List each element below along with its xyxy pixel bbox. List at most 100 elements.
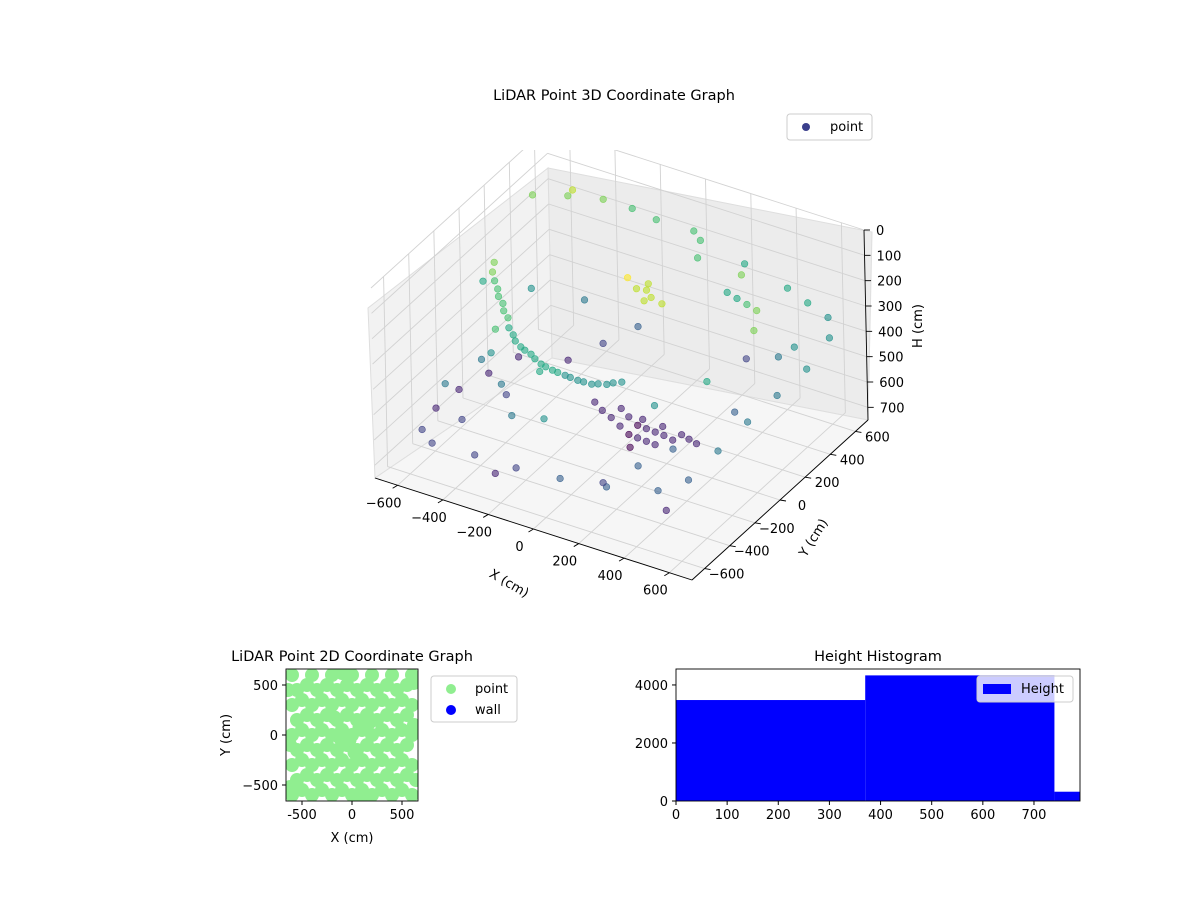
z-tick-label-3d: 600 <box>879 376 904 391</box>
point-3d <box>497 380 506 388</box>
legend-histogram: Height <box>976 675 1074 703</box>
chart-3d-title: LiDAR Point 3D Coordinate Graph <box>493 88 735 104</box>
z-tick-label-3d: 100 <box>877 249 902 264</box>
point-2d <box>355 790 369 801</box>
histogram-bars <box>676 675 1080 801</box>
x-tick-label-3d: 600 <box>643 584 668 599</box>
x-tick-label-hist: 600 <box>970 808 995 823</box>
point-3d <box>731 408 739 416</box>
point-3d <box>640 297 648 305</box>
point-3d <box>580 296 589 304</box>
x-tick-label-2d: -500 <box>287 808 317 823</box>
x-tick-label-hist: 0 <box>672 808 680 823</box>
z-axis-label-3d: H (cm) <box>911 304 926 348</box>
grid-line <box>374 305 552 466</box>
legend-label-point: point <box>475 682 508 697</box>
point-3d <box>598 406 606 415</box>
point-3d <box>804 299 812 307</box>
point-3d <box>669 445 677 453</box>
point-2d <box>332 730 347 745</box>
point-3d <box>514 353 523 361</box>
y-tick-3d <box>754 522 761 525</box>
grid-line <box>547 178 866 282</box>
point-3d <box>654 487 662 495</box>
y-tick-label-3d: 200 <box>815 476 840 491</box>
y-tick-label-hist: 4000 <box>635 679 668 694</box>
point-3d <box>566 373 574 382</box>
x-tick-label-3d: −400 <box>411 511 447 526</box>
x-tick-label-hist: 300 <box>817 808 842 823</box>
x-axis-label-2d: X (cm) <box>331 831 374 846</box>
point-3d <box>556 474 564 483</box>
grid-line <box>550 279 868 383</box>
point-3d <box>527 350 535 358</box>
point-3d <box>825 334 834 342</box>
y-tick-3d <box>855 430 862 433</box>
point-3d <box>441 380 449 388</box>
point-2d <box>335 669 349 680</box>
point-3d <box>743 418 752 426</box>
point-3d <box>536 367 544 376</box>
point-3d <box>625 413 633 421</box>
grid-line <box>623 397 801 559</box>
axes-3d: −600−400−2000200400600−600−400−200020040… <box>366 224 905 599</box>
point-3d <box>651 428 659 436</box>
point-2d <box>409 773 418 787</box>
grid-line <box>705 178 710 370</box>
x-tick-3d <box>392 484 398 489</box>
point-3d <box>632 285 641 293</box>
point-3d <box>491 325 500 333</box>
point-3d <box>428 439 436 447</box>
grid-line <box>613 150 865 231</box>
point-3d <box>733 294 741 303</box>
point-3d <box>714 447 722 455</box>
point-3d <box>634 323 642 331</box>
point-3d <box>658 300 666 308</box>
point-3d <box>609 379 617 387</box>
histogram-bar <box>1054 791 1080 801</box>
point-3d <box>633 434 642 442</box>
chart-2d-title: LiDAR Point 2D Coordinate Graph <box>231 649 473 665</box>
point-3d <box>628 204 636 213</box>
point-3d <box>662 506 670 515</box>
grid-line <box>750 193 756 384</box>
z-tick-label-3d: 500 <box>879 351 904 366</box>
point-3d <box>471 451 479 459</box>
y-tick-3d <box>830 453 837 456</box>
y-tick-label-3d: 0 <box>798 499 806 514</box>
point-3d <box>625 430 633 439</box>
point-3d <box>564 356 572 364</box>
legend-2d: point wall <box>430 675 518 723</box>
z-tick-label-3d: 200 <box>877 275 902 290</box>
legend-marker-point <box>802 123 810 131</box>
grid-line <box>373 279 551 441</box>
point-3d <box>639 415 647 424</box>
point-3d <box>644 280 652 288</box>
y-tick-3d <box>704 568 711 571</box>
point-3d <box>479 277 487 285</box>
point-3d <box>742 355 750 363</box>
point-2d <box>305 669 319 682</box>
point-3d <box>485 369 493 377</box>
y-tick-label-3d: −400 <box>734 545 770 560</box>
point-3d <box>703 378 711 386</box>
point-2d <box>347 745 362 760</box>
point-3d <box>642 437 651 445</box>
point-3d <box>677 431 686 439</box>
y-tick-label-hist: 2000 <box>635 737 668 752</box>
y-tick-label-3d: −600 <box>709 568 745 583</box>
point-3d <box>487 349 495 357</box>
point-3d <box>684 476 693 484</box>
point-3d <box>508 412 516 420</box>
y-tick-label-2d: 0 <box>270 729 278 744</box>
point-2d <box>405 788 418 801</box>
point-2d <box>327 710 342 725</box>
chart-height-histogram: Height Histogram 0 100 200 300 400 500 600 7000… <box>635 649 1081 823</box>
grid-line <box>371 178 549 339</box>
grid-line <box>659 164 665 355</box>
grid-line <box>549 254 867 358</box>
point-3d <box>790 343 798 351</box>
point-3d <box>505 324 513 332</box>
point-3d <box>824 313 832 322</box>
grid-line <box>614 150 620 340</box>
